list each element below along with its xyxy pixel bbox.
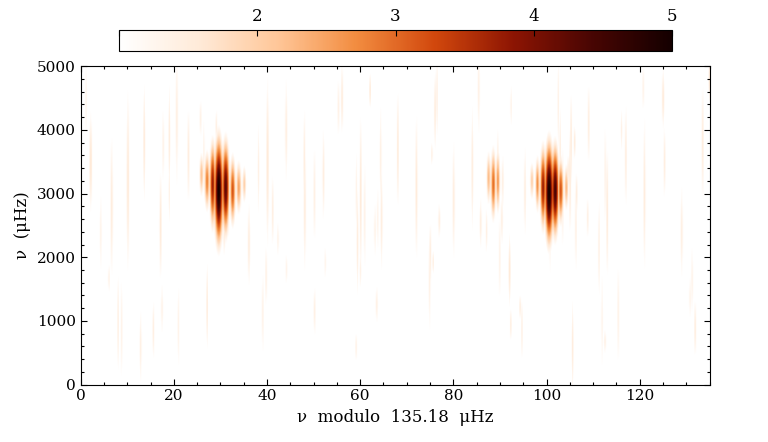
Y-axis label: ν  (μHz): ν (μHz) bbox=[15, 191, 31, 259]
X-axis label: ν  modulo  135.18  μHz: ν modulo 135.18 μHz bbox=[297, 409, 494, 426]
